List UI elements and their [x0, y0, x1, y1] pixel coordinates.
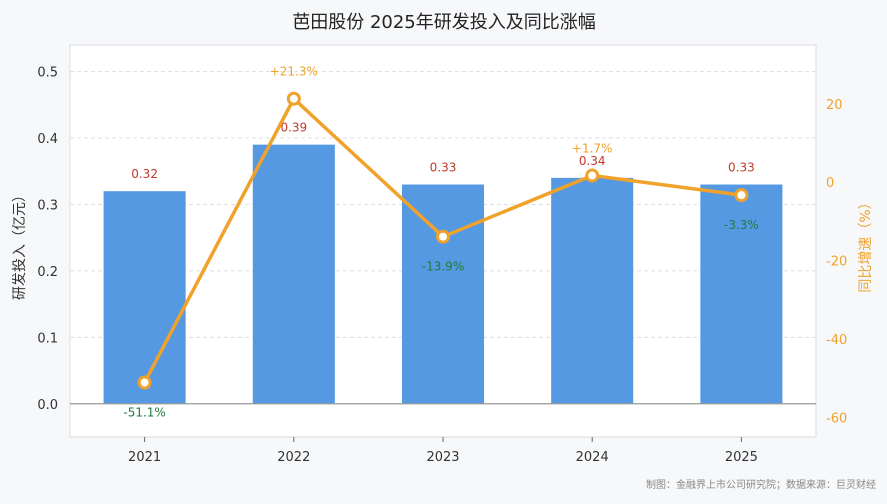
y-tick-label: 0.1	[37, 331, 58, 346]
source-note: 制图：金融界上市公司研究院；数据来源：巨灵财经	[646, 478, 876, 491]
plot-area: 0.0 0.1 0.2 0.3 0.4 0.5 20 0 -20 -40 -60 2021 2022 20…	[37, 44, 847, 465]
bar-2024	[551, 177, 634, 404]
x-tick-label: 2024	[576, 450, 609, 465]
growth-label: -3.3%	[724, 218, 759, 232]
bar-2023	[401, 184, 485, 404]
y-tick-label: 0.3	[37, 198, 58, 213]
x-tick-label: 2021	[128, 450, 161, 465]
bar-2022	[252, 144, 335, 404]
y-axis-label: 研发投入（亿元）	[12, 188, 28, 300]
x-tick-label: 2025	[725, 450, 758, 465]
growth-point-2025	[734, 188, 749, 203]
growth-point-2024	[585, 168, 600, 183]
chart-title: 芭田股份 2025年研发投入及同比涨幅	[292, 12, 596, 33]
y-tick-label: 0.5	[37, 66, 58, 81]
y2-tick-label: -40	[826, 333, 847, 348]
growth-point-2021	[137, 375, 152, 390]
y-tick-label: 0.2	[37, 265, 58, 280]
y2-tick-label: 20	[826, 98, 843, 113]
bar-2021	[103, 191, 186, 404]
y2-tick-label: 0	[826, 176, 834, 191]
y2-tick-label: -20	[826, 255, 847, 270]
growth-label: +21.3%	[270, 65, 318, 79]
growth-label: -51.1%	[123, 406, 165, 420]
bar-value-label: 0.33	[430, 161, 457, 175]
bar-2025	[700, 184, 783, 404]
growth-label: -13.9%	[422, 260, 464, 274]
y-tick-label: 0.0	[37, 398, 58, 413]
y2-tick-label: -60	[826, 411, 847, 426]
x-tick-label: 2023	[426, 450, 459, 465]
x-tick-label: 2022	[277, 450, 310, 465]
growth-point-2022	[286, 91, 301, 106]
bar-value-label: 0.39	[280, 121, 307, 135]
growth-point-2023	[436, 229, 450, 244]
y2-axis-label: 同比增速（%）	[858, 195, 874, 292]
bar-value-label: 0.34	[579, 154, 606, 168]
bar-value-label: 0.33	[728, 161, 755, 175]
y-tick-label: 0.4	[37, 132, 58, 147]
bar-value-label: 0.32	[131, 167, 158, 181]
growth-label: +1.7%	[572, 142, 613, 156]
